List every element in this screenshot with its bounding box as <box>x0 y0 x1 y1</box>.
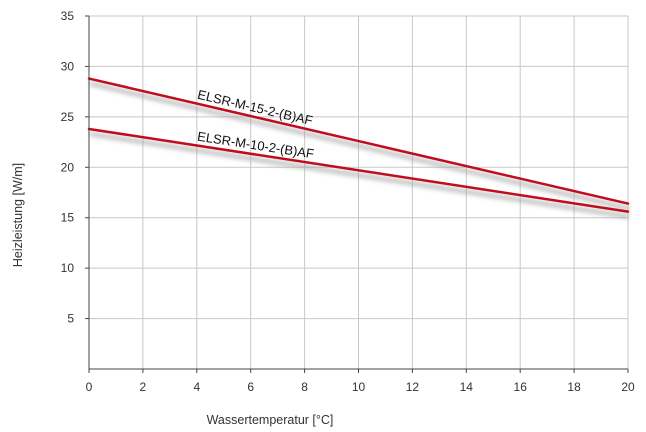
x-tick-label: 16 <box>514 380 528 394</box>
x-tick-label: 4 <box>193 380 200 394</box>
y-tick-label: 35 <box>61 9 75 23</box>
y-tick-label: 5 <box>67 312 74 326</box>
x-tick-labels: 0 2 4 6 8 10 12 14 16 18 20 <box>86 380 635 394</box>
x-tick-label: 2 <box>140 380 147 394</box>
axes <box>85 15 629 373</box>
x-tick-label: 10 <box>352 380 366 394</box>
series-line <box>87 127 630 213</box>
series-line-shadow <box>89 131 630 220</box>
y-tick-label: 20 <box>61 160 75 174</box>
y-tick-label: 10 <box>61 261 75 275</box>
y-axis-title: Heizleistung [W/m] <box>11 163 25 267</box>
series-group <box>87 77 630 213</box>
x-tick-label: 12 <box>406 380 420 394</box>
x-tick-label: 8 <box>301 380 308 394</box>
grid <box>88 15 629 369</box>
x-axis-title: Wassertemperatur [°C] <box>207 413 334 427</box>
y-tick-label: 15 <box>61 211 75 225</box>
x-tick-label: 6 <box>247 380 254 394</box>
x-tick-label: 20 <box>621 380 635 394</box>
series-shadows <box>89 81 630 220</box>
x-tick-label: 18 <box>567 380 581 394</box>
x-tick-label: 14 <box>460 380 474 394</box>
y-tick-labels: 5 10 15 20 25 30 35 <box>61 9 75 326</box>
x-tick-label: 0 <box>86 380 93 394</box>
series-line-shadow <box>89 81 630 212</box>
y-tick-label: 30 <box>61 59 75 73</box>
y-tick-label: 25 <box>61 110 75 124</box>
series-line <box>87 77 630 205</box>
